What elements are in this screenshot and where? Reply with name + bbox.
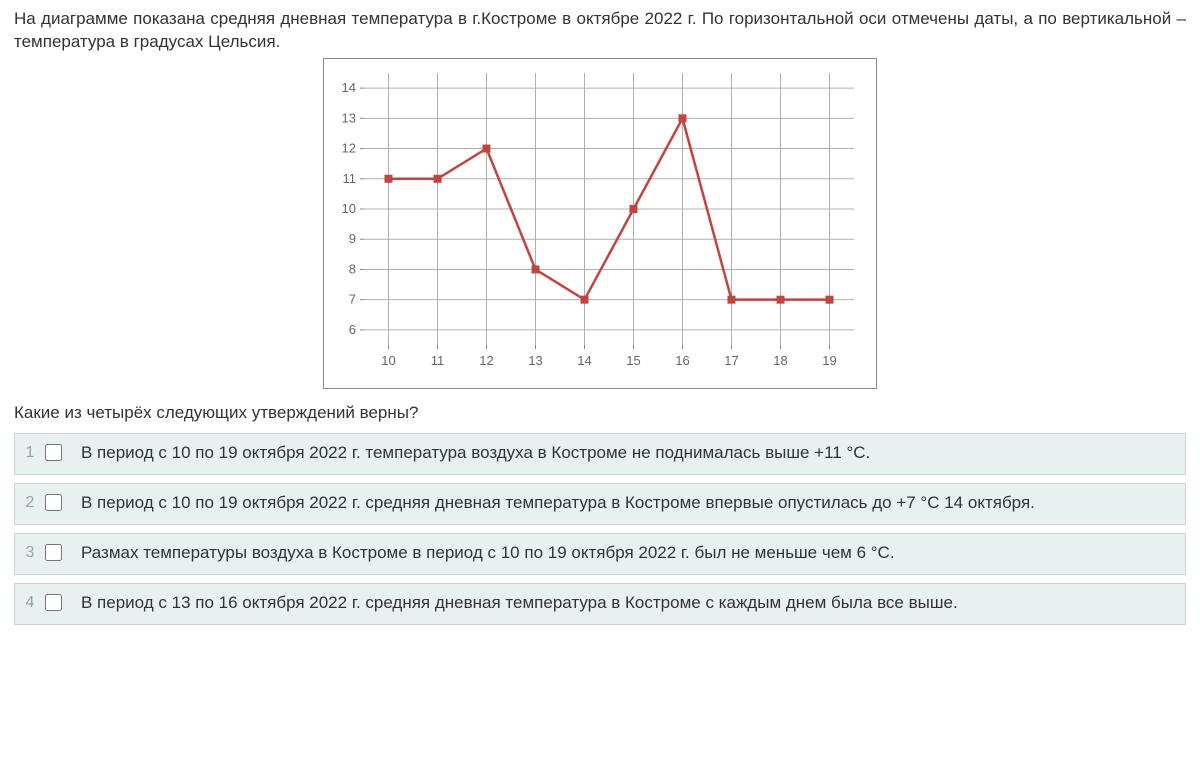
- option-number: 3: [15, 542, 45, 562]
- data-marker: [777, 296, 785, 304]
- data-marker: [826, 296, 834, 304]
- y-tick-label: 8: [349, 261, 356, 276]
- option-text: В период с 13 по 16 октября 2022 г. сред…: [67, 592, 958, 615]
- data-marker: [679, 114, 687, 122]
- question-prompt: Какие из четырёх следующих утверждений в…: [14, 403, 1186, 423]
- x-tick-label: 12: [479, 353, 493, 368]
- x-tick-label: 11: [431, 353, 445, 368]
- option-number: 1: [15, 442, 45, 462]
- option-number: 2: [15, 492, 45, 512]
- x-tick-label: 17: [724, 353, 738, 368]
- data-marker: [581, 296, 589, 304]
- chart-svg: 6 7 8 9 10 11 12 13 14 10 11 12 13 14 15 16 17 18 19: [330, 69, 862, 373]
- y-tick-label: 6: [349, 322, 356, 337]
- data-marker: [483, 144, 491, 152]
- option-number: 4: [15, 592, 45, 612]
- option-row: 1 В период с 10 по 19 октября 2022 г. тем…: [14, 433, 1186, 475]
- y-tick-label: 7: [349, 292, 356, 307]
- chart-frame: 6 7 8 9 10 11 12 13 14 10 11 12 13 14 15 16 17 18 19: [323, 58, 877, 389]
- option-checkbox[interactable]: [45, 544, 62, 561]
- data-marker: [434, 175, 442, 183]
- option-row: 2 В период с 10 по 19 октября 2022 г. сре…: [14, 483, 1186, 525]
- option-checkbox-wrap: [45, 592, 67, 616]
- y-tick-label: 9: [349, 231, 356, 246]
- x-tick-label: 10: [381, 353, 395, 368]
- x-tick-label: 19: [822, 353, 836, 368]
- x-tick-label: 15: [626, 353, 640, 368]
- x-tick-label: 16: [675, 353, 689, 368]
- option-row: 3 Размах температуры воздуха в Костроме в…: [14, 533, 1186, 575]
- data-marker: [385, 175, 393, 183]
- y-tick-label: 14: [342, 80, 356, 95]
- data-marker: [728, 296, 736, 304]
- x-tick-label: 13: [528, 353, 542, 368]
- option-checkbox[interactable]: [45, 494, 62, 511]
- option-checkbox-wrap: [45, 492, 67, 516]
- option-checkbox[interactable]: [45, 594, 62, 611]
- y-tick-label: 13: [342, 110, 356, 125]
- y-tick-label: 11: [343, 171, 357, 186]
- data-marker: [630, 205, 638, 213]
- option-text: В период с 10 по 19 октября 2022 г. темп…: [67, 442, 870, 465]
- option-row: 4 В период с 13 по 16 октября 2022 г. сре…: [14, 583, 1186, 625]
- chart-container: 6 7 8 9 10 11 12 13 14 10 11 12 13 14 15 16 17 18 19: [14, 58, 1186, 389]
- options-list: 1 В период с 10 по 19 октября 2022 г. тем…: [14, 433, 1186, 625]
- option-checkbox[interactable]: [45, 444, 62, 461]
- y-tick-label: 10: [342, 201, 356, 216]
- temperature-line-chart: 6 7 8 9 10 11 12 13 14 10 11 12 13 14 15 16 17 18 19: [330, 69, 862, 378]
- y-tick-label: 12: [342, 140, 356, 155]
- x-tick-label: 14: [577, 353, 591, 368]
- option-text: В период с 10 по 19 октября 2022 г. сред…: [67, 492, 1035, 515]
- problem-statement: На диаграмме показана средняя дневная те…: [14, 8, 1186, 54]
- x-tick-label: 18: [773, 353, 787, 368]
- option-text: Размах температуры воздуха в Костроме в …: [67, 542, 895, 565]
- data-marker: [532, 265, 540, 273]
- option-checkbox-wrap: [45, 442, 67, 466]
- option-checkbox-wrap: [45, 542, 67, 566]
